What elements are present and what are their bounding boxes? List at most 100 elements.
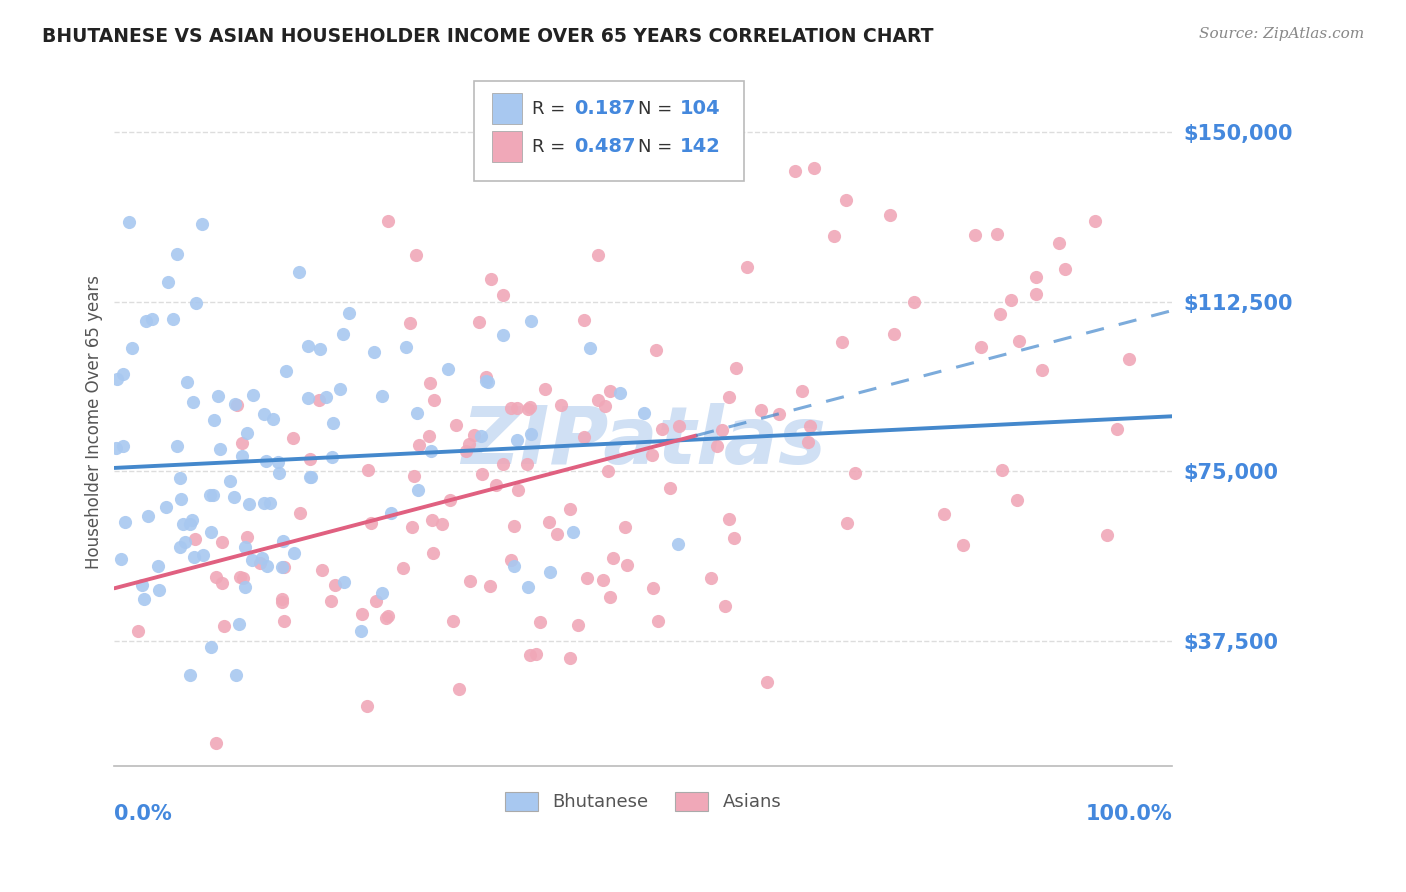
Point: [395, 340, 418, 354]
Point: [579, 342, 602, 356]
Point: [298, 451, 321, 466]
Point: [903, 294, 925, 309]
Point: [141, 311, 163, 326]
Point: [281, 431, 304, 445]
Point: [283, 546, 305, 560]
Point: [321, 450, 343, 465]
Text: 104: 104: [681, 99, 721, 119]
Point: [797, 434, 820, 449]
Point: [609, 386, 631, 401]
Point: [1025, 286, 1047, 301]
Point: [357, 463, 380, 477]
Point: [645, 343, 668, 357]
Point: [844, 467, 866, 481]
Point: [252, 496, 274, 510]
Point: [184, 296, 207, 310]
Text: N =: N =: [638, 137, 678, 155]
Point: [238, 497, 260, 511]
Point: [823, 229, 845, 244]
Point: [479, 579, 502, 593]
Point: [273, 560, 295, 574]
Point: [202, 488, 225, 502]
Point: [1008, 334, 1031, 348]
Point: [114, 515, 136, 529]
Text: 0.0%: 0.0%: [114, 804, 172, 823]
Point: [419, 376, 441, 391]
Point: [706, 439, 728, 453]
Point: [550, 398, 572, 412]
Point: [131, 578, 153, 592]
Point: [463, 427, 485, 442]
Point: [111, 439, 134, 453]
Point: [211, 534, 233, 549]
Text: 100.0%: 100.0%: [1085, 804, 1173, 823]
Point: [599, 384, 621, 399]
Point: [332, 327, 354, 342]
Point: [970, 340, 993, 354]
Point: [1118, 351, 1140, 366]
Text: Source: ZipAtlas.com: Source: ZipAtlas.com: [1198, 27, 1364, 41]
Point: [520, 427, 543, 442]
Point: [135, 314, 157, 328]
Point: [169, 471, 191, 485]
Point: [651, 422, 673, 436]
Point: [749, 403, 772, 417]
Point: [1105, 422, 1128, 436]
Point: [593, 399, 616, 413]
Point: [297, 339, 319, 353]
Point: [274, 363, 297, 377]
Point: [420, 512, 443, 526]
Point: [457, 437, 479, 451]
Point: [333, 575, 356, 590]
Text: R =: R =: [531, 137, 571, 155]
Point: [562, 525, 585, 540]
Point: [136, 509, 159, 524]
Point: [598, 464, 620, 478]
Point: [179, 516, 201, 531]
Point: [181, 513, 204, 527]
Point: [146, 558, 169, 573]
Point: [256, 558, 278, 573]
Point: [363, 344, 385, 359]
Point: [491, 458, 513, 472]
Point: [537, 515, 560, 529]
Point: [991, 463, 1014, 477]
Point: [315, 390, 337, 404]
Point: [174, 535, 197, 549]
Point: [1095, 528, 1118, 542]
Point: [735, 260, 758, 275]
Point: [233, 580, 256, 594]
Point: [599, 590, 621, 604]
Point: [1084, 214, 1107, 228]
Point: [768, 407, 790, 421]
Point: [519, 648, 541, 663]
Point: [329, 382, 352, 396]
Point: [323, 578, 346, 592]
Point: [717, 512, 740, 526]
Point: [299, 470, 322, 484]
Point: [475, 370, 498, 384]
Point: [207, 389, 229, 403]
Point: [179, 668, 201, 682]
Point: [267, 467, 290, 481]
Point: [181, 394, 204, 409]
Point: [235, 540, 257, 554]
Point: [835, 516, 858, 530]
Point: [420, 443, 443, 458]
Point: [602, 550, 624, 565]
Point: [319, 594, 342, 608]
Point: [546, 526, 568, 541]
Point: [714, 599, 737, 613]
Point: [270, 560, 292, 574]
Point: [659, 481, 682, 495]
Point: [350, 607, 373, 622]
Point: [121, 341, 143, 355]
Point: [436, 361, 458, 376]
Point: [273, 614, 295, 628]
Text: N =: N =: [638, 100, 678, 118]
Point: [479, 272, 502, 286]
Point: [371, 586, 394, 600]
Point: [586, 248, 609, 262]
Point: [374, 611, 396, 625]
Point: [225, 668, 247, 682]
